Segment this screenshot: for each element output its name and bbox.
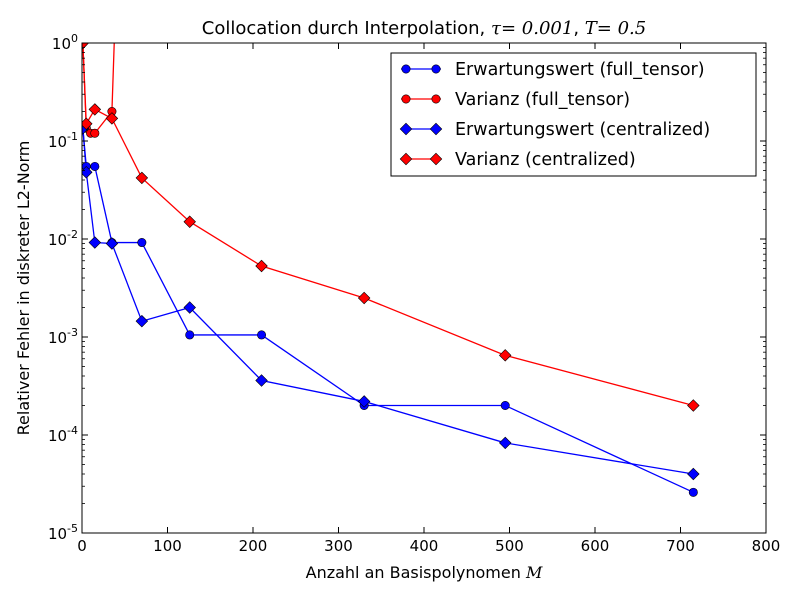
y-tick-label-base-0: 10 <box>48 525 67 543</box>
x-tick-label-1: 100 <box>153 537 182 555</box>
series-line-2 <box>82 128 694 475</box>
x-axis-label: Anzahl an Basispolynomen M <box>306 563 543 582</box>
data-point-3-3 <box>105 112 119 125</box>
x-axis-label-text: Anzahl an Basispolynomen <box>306 563 526 582</box>
legend-entries: Erwartungswert (full_tensor) Varianz (ful… <box>399 60 710 170</box>
data-point-2-9 <box>687 467 700 481</box>
legend-label-0: Erwartungswert (full_tensor) <box>455 60 705 80</box>
y-tick-label-base-3: 10 <box>48 231 67 249</box>
data-point-2-8 <box>499 436 512 450</box>
y-tick-label-base-5: 10 <box>52 35 71 53</box>
x-tick-label-8: 800 <box>752 537 781 555</box>
y-tick-label-3: 10-2 <box>48 228 78 249</box>
data-point-0-9 <box>688 487 698 497</box>
legend-label-1: Varianz (full_tensor) <box>455 90 630 110</box>
plot-layer <box>82 43 700 497</box>
legend-box <box>390 52 757 177</box>
data-point-2-3 <box>105 237 119 250</box>
x-tick-label-2: 200 <box>239 537 268 555</box>
y-tick-label-2: 10-3 <box>48 326 78 347</box>
legend-marker-end-3 <box>429 152 443 166</box>
data-point-3-4 <box>135 171 149 185</box>
y-tick-label-5: 100 <box>52 32 78 53</box>
chart-title-tau: τ <box>491 18 502 39</box>
y-tick-label-base-4: 10 <box>48 133 67 151</box>
legend-marker-start-2 <box>399 122 413 136</box>
series-line-3 <box>82 43 694 407</box>
data-point-2-2 <box>88 236 102 249</box>
x-tick-label-4: 400 <box>410 537 439 555</box>
data-point-0-6 <box>257 330 267 340</box>
data-point-3-8 <box>499 349 512 362</box>
legend-label-2: Erwartungswert (centralized) <box>455 120 710 140</box>
legend-marker-start-3 <box>399 152 413 166</box>
y-tick-label-base-1: 10 <box>48 427 67 445</box>
data-point-3-2 <box>88 103 102 116</box>
legend-label-3: Varianz (centralized) <box>455 150 636 170</box>
y-tick-label-exp-3: -2 <box>67 228 78 241</box>
chart-title-tau-value: = 0.001 <box>501 18 573 39</box>
y-tick-label-exp-1: -4 <box>67 424 78 437</box>
legend-marker-end-2 <box>429 122 443 136</box>
legend-marker-end-1 <box>431 94 441 104</box>
legend-marker-end-0 <box>431 64 441 74</box>
data-point-0-5 <box>185 330 195 340</box>
y-axis-label: Relativer Fehler in diskreter L2-Norm <box>14 141 33 436</box>
tick-layer: 0 100 200 300 400 500 600 700 80010-510-410-310-… <box>48 32 780 555</box>
y-tick-label-base-2: 10 <box>48 329 67 347</box>
chart-title-separator: , <box>573 18 584 39</box>
data-point-3-7 <box>357 291 371 305</box>
legend: Erwartungswert (full_tensor) Varianz (ful… <box>390 52 757 177</box>
data-point-0-4 <box>137 238 147 248</box>
data-point-2-6 <box>255 374 268 387</box>
x-tick-label-6: 600 <box>581 537 610 555</box>
y-tick-label-exp-4: -1 <box>67 130 78 143</box>
x-tick-label-5: 500 <box>495 537 524 555</box>
legend-marker-start-1 <box>401 94 411 104</box>
data-point-3-5 <box>183 215 196 228</box>
data-point-0-8 <box>500 400 510 410</box>
data-point-0-2 <box>90 161 100 171</box>
y-tick-label-exp-0: -5 <box>67 522 78 535</box>
y-tick-label-4: 10-1 <box>48 130 78 151</box>
legend-marker-start-0 <box>401 64 411 74</box>
series-markers <box>82 43 700 497</box>
data-point-2-4 <box>135 314 149 328</box>
data-point-1-3 <box>90 128 100 138</box>
data-point-2-7 <box>357 395 371 408</box>
series-line-0 <box>82 128 694 493</box>
x-axis-label-symbol: M <box>525 563 543 582</box>
data-point-2-5 <box>183 301 196 314</box>
x-tick-label-3: 300 <box>324 537 353 555</box>
y-tick-label-1: 10-4 <box>48 424 78 445</box>
x-tick-label-0: 0 <box>77 537 87 555</box>
chart-title-T: T <box>585 18 599 39</box>
chart-title: Collocation durch Interpolation, τ= 0.00… <box>202 18 646 39</box>
chart-title-T-value: = 0.5 <box>597 18 646 39</box>
x-tick-label-7: 700 <box>666 537 695 555</box>
y-tick-label-exp-5: 0 <box>71 32 78 45</box>
chart-title-prefix: Collocation durch Interpolation, <box>202 18 491 39</box>
y-tick-label-exp-2: -3 <box>67 326 78 339</box>
data-point-3-9 <box>687 399 700 412</box>
y-tick-label-0: 10-5 <box>48 522 78 543</box>
data-point-3-6 <box>255 259 268 273</box>
